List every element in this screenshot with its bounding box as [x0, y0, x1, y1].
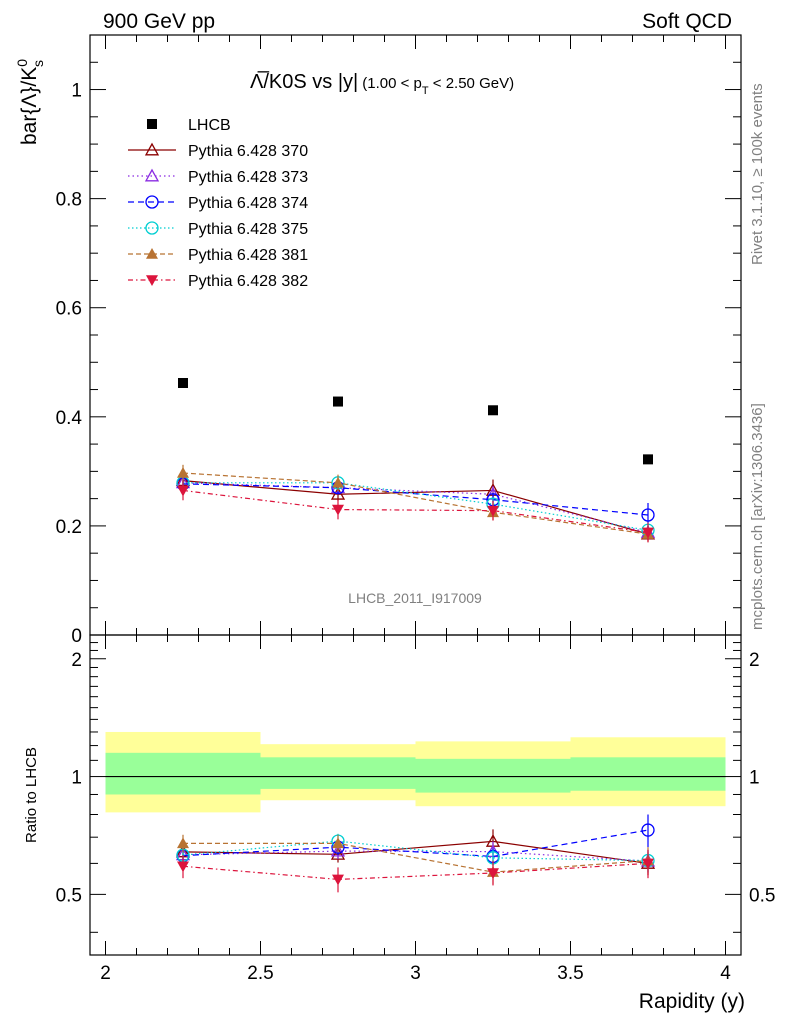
legend-marker-375	[145, 221, 159, 235]
main-ytick-label: 0.6	[56, 299, 82, 320]
ratio-ytick-label: 0.5	[56, 885, 82, 906]
legend-marker-381	[146, 248, 158, 259]
side-text-bottom: mcplots.cern.ch [arXiv:1306.3436]	[749, 403, 766, 630]
main-ytick-label: 1	[71, 81, 82, 102]
main-point-382	[177, 485, 189, 497]
main-line-382	[182, 489, 649, 534]
legend-label-381: Pythia 6.428 381	[188, 247, 308, 264]
main-title: Λ̅/K0S vs |y| (1.00 < pT < 2.50 GeV)	[250, 70, 514, 97]
legend-marker-374	[145, 195, 159, 209]
main-title-text: Λ̅/K0S vs |y|	[250, 70, 358, 93]
header-right: Soft QCD	[642, 10, 732, 33]
main-point-382	[487, 505, 499, 517]
main-point-382	[642, 527, 654, 539]
legend-label-373: Pythia 6.428 373	[188, 169, 308, 186]
ratio-plot-axes: 0.5 0.5 1 1 2 2 2 2.5 3 3.5 4	[56, 635, 775, 984]
legend: LHCB Pythia 6.428 370 Pythia 6.428 373 Pyth…	[128, 117, 308, 290]
ratio-line-375	[182, 840, 649, 862]
main-point-lhcb	[488, 405, 498, 416]
ratio-ytick-label-right: 2	[749, 650, 760, 671]
main-title-sub: (1.00 < p	[362, 75, 422, 92]
main-ytick-label: 0.8	[56, 190, 82, 211]
ratio-xtick-label: 4	[720, 963, 731, 984]
main-ylabel-sup: 0	[14, 59, 30, 67]
main-line-373	[182, 482, 649, 534]
main-ytick-label: 0	[71, 626, 82, 647]
main-ylabel: bar{Λ}/K0s	[14, 59, 46, 145]
header-left: 900 GeV pp	[103, 10, 215, 33]
ratio-xtick-label: 3	[410, 963, 421, 984]
main-ylabel-sub: s	[30, 60, 46, 67]
legend-label-375: Pythia 6.428 375	[188, 221, 308, 238]
legend-marker-373	[144, 168, 160, 182]
ratio-line-373	[182, 850, 649, 862]
legend-label-lhcb: LHCB	[188, 117, 231, 134]
main-line-381	[182, 472, 649, 535]
ratio-xtick-label: 2.5	[247, 963, 273, 984]
legend-marker-370	[144, 142, 160, 156]
main-plot-marks	[175, 378, 656, 543]
ratio-ytick-label-right: 1	[749, 768, 760, 789]
ratio-point-382	[642, 858, 654, 870]
legend-label-382: Pythia 6.428 382	[188, 273, 308, 290]
watermark: LHCB_2011_I917009	[348, 590, 482, 606]
ratio-xtick-label: 3.5	[557, 963, 583, 984]
main-line-375	[183, 482, 649, 531]
legend-marker-382	[146, 275, 158, 286]
main-title-sub-end: < 2.50 GeV)	[429, 75, 514, 92]
ratio-point-381	[332, 837, 344, 849]
ratio-point-381	[177, 837, 189, 849]
main-ytick-label: 0.4	[56, 408, 83, 429]
ratio-line-381	[183, 842, 649, 873]
main-title-sub-index: T	[422, 85, 429, 97]
ratio-point-382	[332, 874, 344, 886]
side-text-top: Rivet 3.1.10, ≥ 100k events	[749, 83, 766, 265]
ratio-ylabel: Ratio to LHCB	[23, 747, 40, 843]
ratio-point-374	[641, 823, 655, 837]
ratio-point-382	[177, 861, 189, 873]
ratio-line-374	[182, 829, 649, 858]
main-point-382	[332, 504, 344, 516]
ratio-line-382	[182, 862, 649, 881]
main-point-374	[641, 508, 655, 522]
ratio-band-inner	[105, 752, 261, 795]
legend-label-370: Pythia 6.428 370	[188, 143, 308, 160]
ratio-band-inner	[415, 758, 571, 793]
legend-marker-lhcb	[147, 119, 157, 129]
legend-label-374: Pythia 6.428 374	[188, 195, 308, 212]
ratio-ytick-label: 2	[71, 650, 82, 671]
main-point-370	[330, 486, 346, 500]
ratio-point-382	[487, 868, 499, 880]
ratio-bands	[105, 731, 726, 813]
main-line-370	[182, 480, 649, 535]
ratio-ytick-label: 1	[71, 768, 82, 789]
ratio-xtick-label: 2	[100, 963, 111, 984]
ratio-point-373	[330, 843, 346, 857]
ratio-plot-marks	[175, 814, 656, 893]
main-ytick-label: 0.2	[56, 517, 82, 538]
ratio-band-inner	[570, 757, 726, 791]
main-plot-axes: 0 0.2 0.4 0.6 0.8 1	[56, 35, 741, 647]
main-point-381	[177, 467, 189, 478]
main-point-lhcb	[178, 378, 188, 388]
ratio-xlabel: Rapidity (y)	[639, 990, 745, 1013]
main-point-381	[332, 476, 344, 488]
main-point-lhcb	[643, 454, 653, 465]
ratio-ytick-label-right: 0.5	[749, 885, 775, 906]
ratio-band-inner	[260, 757, 416, 789]
main-ylabel-text: bar{Λ}/K	[18, 67, 41, 145]
main-point-lhcb	[333, 396, 343, 407]
